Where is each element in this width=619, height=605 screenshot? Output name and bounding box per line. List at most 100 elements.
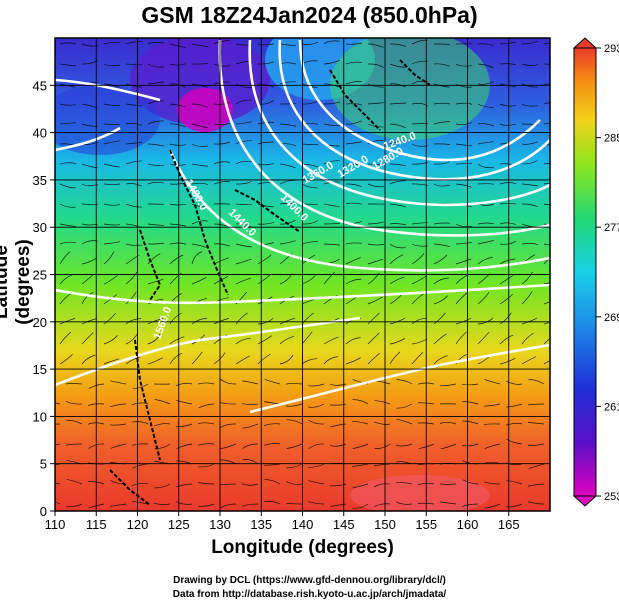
streamline bbox=[411, 293, 425, 305]
streamline bbox=[499, 334, 514, 345]
streamline bbox=[329, 403, 347, 406]
streamline bbox=[147, 63, 164, 68]
streamline bbox=[198, 403, 215, 409]
streamline bbox=[235, 337, 251, 345]
streamline bbox=[191, 220, 208, 225]
streamline bbox=[147, 181, 165, 185]
streamline bbox=[455, 143, 472, 147]
streamline bbox=[543, 102, 550, 105]
credit-data-source: Data from http://database.rish.kyoto-u.a… bbox=[172, 589, 447, 600]
streamline bbox=[59, 122, 77, 125]
streamline bbox=[301, 312, 314, 325]
streamline bbox=[329, 443, 347, 447]
streamline bbox=[543, 63, 550, 65]
streamline bbox=[477, 103, 494, 108]
x-tick-label: 145 bbox=[333, 517, 355, 532]
streamline bbox=[528, 463, 545, 469]
streamline bbox=[59, 83, 76, 88]
streamline bbox=[462, 443, 479, 447]
streamline bbox=[455, 331, 467, 345]
streamline bbox=[367, 243, 385, 246]
streamline bbox=[87, 403, 105, 407]
streamline bbox=[521, 40, 538, 45]
x-tick-label: 110 bbox=[45, 517, 66, 532]
streamline bbox=[213, 141, 231, 145]
streamline bbox=[220, 379, 237, 385]
streamline bbox=[132, 501, 149, 505]
streamline bbox=[213, 63, 231, 67]
streamline bbox=[59, 203, 76, 208]
streamline bbox=[433, 161, 450, 165]
streamline bbox=[389, 63, 406, 68]
streamline bbox=[110, 380, 127, 385]
streamline bbox=[411, 275, 427, 285]
streamline bbox=[352, 379, 369, 385]
streamline bbox=[88, 481, 105, 485]
streamline bbox=[198, 482, 215, 485]
streamline bbox=[110, 443, 127, 449]
streamline bbox=[521, 103, 538, 107]
streamline bbox=[477, 292, 490, 305]
streamline bbox=[439, 421, 457, 425]
streamline bbox=[455, 83, 472, 88]
streamline bbox=[59, 63, 76, 67]
streamline bbox=[235, 355, 250, 365]
streamline bbox=[197, 382, 215, 385]
streamline bbox=[125, 272, 138, 285]
streamline bbox=[59, 223, 76, 227]
streamline bbox=[103, 203, 121, 206]
streamline bbox=[147, 333, 161, 345]
streamline bbox=[323, 123, 341, 126]
streamline bbox=[543, 223, 550, 226]
streamline bbox=[125, 141, 142, 145]
streamline bbox=[308, 403, 325, 408]
streamline bbox=[213, 161, 230, 165]
x-tick-label: 115 bbox=[86, 517, 107, 532]
streamline bbox=[154, 483, 171, 489]
streamline bbox=[169, 123, 186, 128]
streamline bbox=[323, 336, 339, 345]
streamline bbox=[55, 402, 61, 405]
streamline bbox=[323, 160, 340, 165]
streamline bbox=[301, 183, 318, 189]
streamline bbox=[81, 354, 96, 365]
streamline bbox=[147, 100, 164, 105]
streamline bbox=[125, 318, 142, 325]
streamline bbox=[59, 103, 77, 106]
streamline bbox=[191, 123, 208, 129]
streamline bbox=[301, 143, 319, 146]
streamline bbox=[66, 401, 83, 405]
streamline bbox=[543, 122, 550, 125]
colorbar-tick-label: 293 bbox=[604, 43, 619, 55]
streamline bbox=[433, 143, 451, 145]
streamline bbox=[433, 254, 448, 265]
streamline bbox=[103, 41, 120, 45]
streamline bbox=[433, 222, 451, 225]
streamline bbox=[367, 43, 384, 48]
x-axis-label: Longitude (degrees) bbox=[211, 537, 394, 558]
streamline bbox=[433, 102, 451, 105]
streamline bbox=[257, 254, 272, 265]
streamline bbox=[147, 143, 164, 147]
streamline bbox=[521, 242, 539, 246]
streamline bbox=[352, 463, 369, 467]
streamline bbox=[235, 99, 252, 105]
streamline bbox=[506, 380, 523, 385]
y-tick-label: 30 bbox=[33, 220, 47, 235]
streamline bbox=[264, 378, 281, 385]
streamline bbox=[367, 332, 380, 345]
streamline bbox=[198, 503, 215, 507]
streamline bbox=[455, 183, 472, 188]
streamline bbox=[367, 102, 384, 105]
streamline bbox=[81, 332, 94, 345]
streamline bbox=[169, 336, 185, 345]
streamline bbox=[440, 383, 457, 387]
streamline bbox=[147, 41, 165, 45]
streamline bbox=[477, 43, 494, 46]
streamline bbox=[345, 183, 362, 188]
streamline bbox=[169, 203, 187, 206]
streamline bbox=[323, 101, 341, 105]
streamline bbox=[191, 103, 208, 108]
streamline bbox=[257, 141, 274, 145]
streamline bbox=[323, 271, 335, 285]
